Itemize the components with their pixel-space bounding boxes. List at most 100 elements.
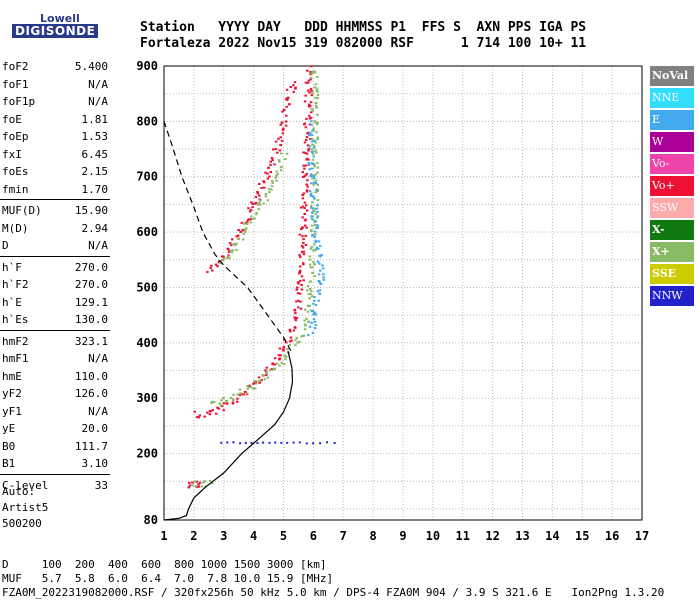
header-line-2: Fortaleza 2022 Nov15 319 082000 RSF 1 71… (140, 36, 587, 51)
echo-dot (305, 117, 308, 120)
echo-dot (254, 202, 258, 204)
echo-dot (249, 221, 253, 224)
echo-dot (309, 70, 312, 73)
param-value: N/A (88, 77, 108, 91)
echo-dot (312, 155, 315, 158)
echo-dot (312, 140, 316, 142)
echo-dot (273, 363, 277, 366)
echo-dot (311, 234, 314, 237)
param-value: N/A (88, 352, 108, 365)
echo-dot (298, 271, 301, 274)
echo-dot (279, 354, 282, 357)
echo-dot (311, 177, 314, 180)
param-row: foEs 2.15 (0, 163, 112, 181)
echo-dot (211, 269, 214, 272)
param-name: h`F2 (2, 278, 29, 291)
echo-dot (305, 136, 309, 138)
echo-dot (295, 300, 298, 303)
echo-dot (216, 406, 219, 409)
echo-dot (313, 70, 317, 73)
echo-dot (312, 144, 316, 147)
echo-dot (249, 209, 253, 212)
echo-dot (206, 271, 209, 273)
echo-dot (311, 207, 315, 210)
echo-dot (276, 151, 279, 154)
echo-dot (301, 216, 304, 219)
echo-dot (278, 149, 282, 152)
echo-dot (275, 362, 279, 365)
echo-dot (249, 386, 253, 389)
param-separator (0, 329, 110, 331)
echo-dot (237, 234, 240, 237)
echo-dot (318, 282, 322, 285)
echo-dot (316, 204, 319, 206)
echo-dot (279, 123, 283, 126)
echo-dot (303, 141, 307, 144)
echo-dot (289, 330, 292, 333)
echo-dot (279, 144, 283, 147)
echo-dot (302, 164, 305, 167)
echo-dot (311, 331, 315, 334)
echo-dot (268, 175, 271, 178)
echo-dot (253, 217, 256, 220)
echo-dot (268, 369, 272, 372)
echo-dot (302, 262, 305, 265)
echo-dot (316, 199, 320, 202)
echo-dot (311, 129, 314, 132)
echo-dot (313, 311, 317, 314)
echo-dot (314, 241, 317, 244)
echo-dot (292, 84, 295, 87)
echo-dot (294, 312, 297, 315)
echo-dot (312, 195, 315, 198)
param-name: h`E (2, 295, 22, 309)
echo-dot (236, 393, 239, 396)
echo-dot (254, 380, 257, 383)
echo-dot (317, 247, 320, 250)
echo-dot (274, 441, 277, 444)
echo-dot (278, 347, 282, 350)
echo-dot (307, 163, 311, 166)
echo-dot (237, 229, 240, 231)
echo-dot (231, 238, 234, 241)
echo-dot (269, 163, 272, 166)
echo-dot (308, 104, 312, 107)
echo-dot (314, 213, 317, 216)
echo-dot (308, 297, 311, 300)
echo-dot (316, 183, 320, 186)
echo-dot (303, 207, 306, 209)
echo-dot (294, 86, 297, 89)
echo-dot (314, 239, 318, 242)
echo-dot (248, 210, 252, 213)
echo-dot (304, 94, 307, 97)
echo-dot (303, 100, 307, 103)
echo-dot (308, 114, 311, 117)
echo-dot (262, 202, 265, 205)
echo-dot (305, 152, 309, 155)
echo-dot (251, 206, 254, 209)
echo-dot (288, 344, 292, 346)
echo-dot (243, 222, 246, 225)
echo-dot (302, 241, 305, 244)
echo-dot (240, 221, 243, 224)
echo-dot (316, 136, 319, 139)
echo-dot (309, 247, 313, 250)
param-value: 270.0 (74, 260, 108, 274)
y-tick-label: 700 (136, 170, 158, 184)
param-name: B0 (2, 439, 16, 453)
echo-dot (256, 192, 260, 195)
echo-dot (310, 137, 314, 140)
echo-dot (312, 174, 316, 177)
echo-dot (284, 124, 288, 127)
echo-dot (278, 357, 282, 360)
echo-dot (305, 209, 309, 212)
echo-dot (271, 181, 274, 184)
param-value: 33 (94, 478, 108, 492)
echo-dot (280, 121, 284, 124)
echo-dot (228, 242, 232, 244)
echo-dot (250, 441, 253, 444)
echo-dot (279, 169, 283, 172)
electron-density-profile (163, 350, 294, 521)
echo-dot (318, 289, 322, 292)
echo-dot (314, 304, 318, 306)
echo-dot (315, 247, 319, 250)
